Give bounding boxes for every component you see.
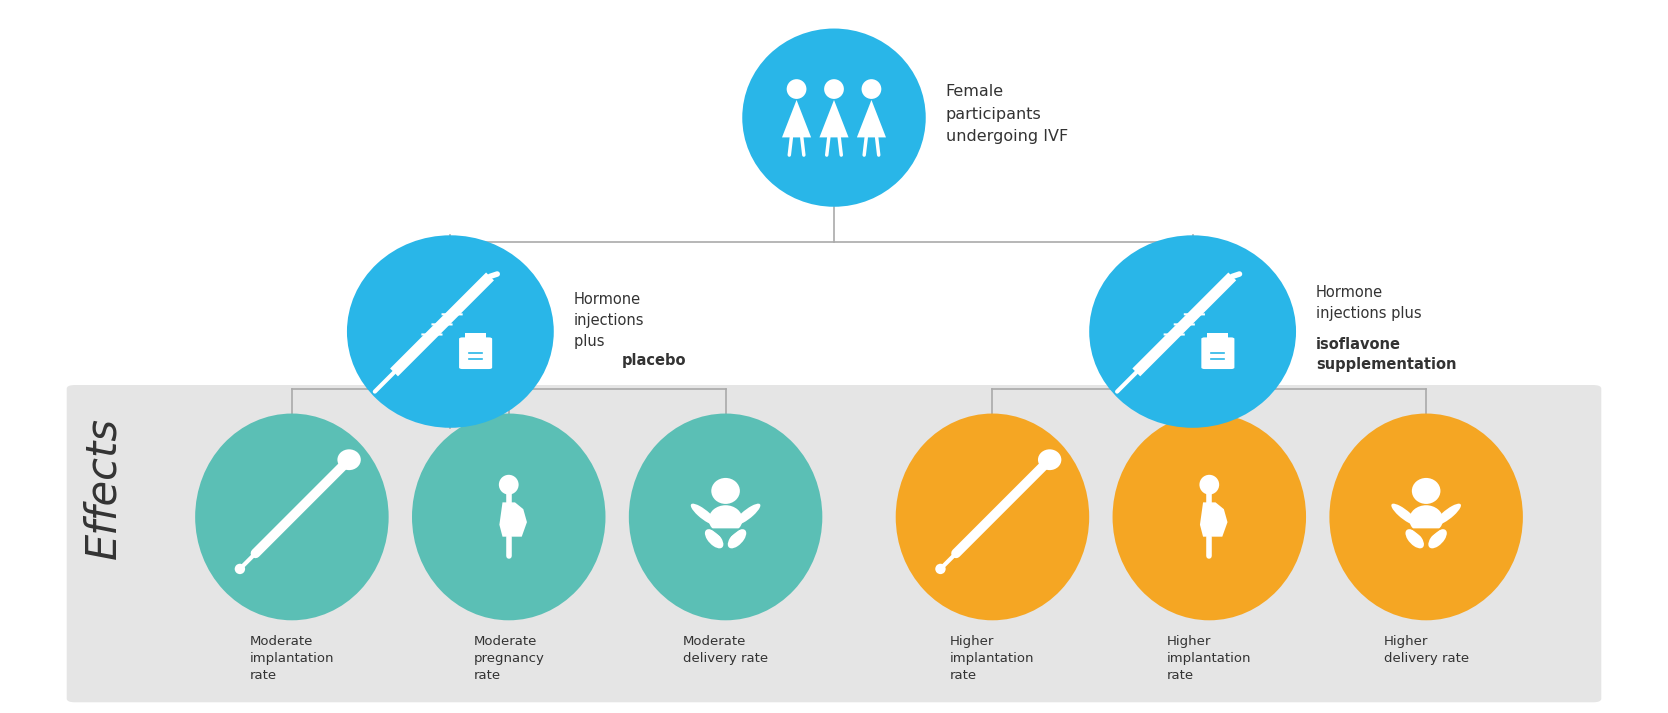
Bar	[1208, 333, 1228, 339]
Ellipse shape	[1406, 529, 1424, 548]
Ellipse shape	[896, 414, 1089, 620]
Polygon shape	[1411, 528, 1441, 540]
Ellipse shape	[706, 529, 724, 548]
Text: Higher
implantation
rate: Higher implantation rate	[1168, 635, 1251, 682]
Text: Higher
implantation
rate: Higher implantation rate	[951, 635, 1034, 682]
Text: Moderate
pregnancy
rate: Moderate pregnancy rate	[474, 635, 544, 682]
Bar	[465, 333, 485, 339]
Ellipse shape	[727, 529, 746, 548]
Ellipse shape	[412, 414, 605, 620]
Text: Higher
delivery rate: Higher delivery rate	[1383, 635, 1470, 665]
Ellipse shape	[347, 235, 554, 428]
Ellipse shape	[1428, 529, 1446, 548]
Polygon shape	[711, 528, 741, 540]
Ellipse shape	[1409, 506, 1443, 534]
Ellipse shape	[1199, 475, 1219, 495]
Text: Effects: Effects	[82, 417, 125, 560]
Polygon shape	[819, 100, 849, 138]
FancyBboxPatch shape	[1201, 337, 1234, 369]
Polygon shape	[499, 503, 527, 537]
Ellipse shape	[1329, 414, 1523, 620]
FancyBboxPatch shape	[459, 337, 492, 369]
Ellipse shape	[1391, 503, 1418, 525]
Text: Moderate
implantation
rate: Moderate implantation rate	[250, 635, 334, 682]
Text: Hormone
injections plus: Hormone injections plus	[1316, 285, 1421, 321]
Text: isoflavone
supplementation: isoflavone supplementation	[1316, 337, 1456, 372]
Ellipse shape	[824, 79, 844, 99]
Polygon shape	[782, 100, 811, 138]
Ellipse shape	[235, 564, 245, 574]
Ellipse shape	[742, 29, 926, 207]
Text: Female
participants
undergoing IVF: Female participants undergoing IVF	[946, 84, 1068, 144]
Text: Moderate
delivery rate: Moderate delivery rate	[682, 635, 769, 665]
Ellipse shape	[629, 414, 822, 620]
Ellipse shape	[337, 449, 360, 470]
Ellipse shape	[862, 79, 881, 99]
Ellipse shape	[1089, 235, 1296, 428]
FancyBboxPatch shape	[67, 385, 1601, 702]
Ellipse shape	[1113, 414, 1306, 620]
Text: Hormone
injections
plus: Hormone injections plus	[574, 292, 644, 349]
Ellipse shape	[936, 564, 946, 574]
Ellipse shape	[1037, 449, 1061, 470]
Polygon shape	[1199, 503, 1228, 537]
Ellipse shape	[709, 506, 742, 534]
Ellipse shape	[787, 79, 806, 99]
Ellipse shape	[711, 478, 741, 504]
Text: placebo: placebo	[622, 353, 687, 368]
Ellipse shape	[499, 475, 519, 495]
Ellipse shape	[1411, 478, 1441, 504]
Polygon shape	[857, 100, 886, 138]
Ellipse shape	[734, 503, 761, 525]
Ellipse shape	[1434, 503, 1461, 525]
Ellipse shape	[691, 503, 717, 525]
Ellipse shape	[195, 414, 389, 620]
